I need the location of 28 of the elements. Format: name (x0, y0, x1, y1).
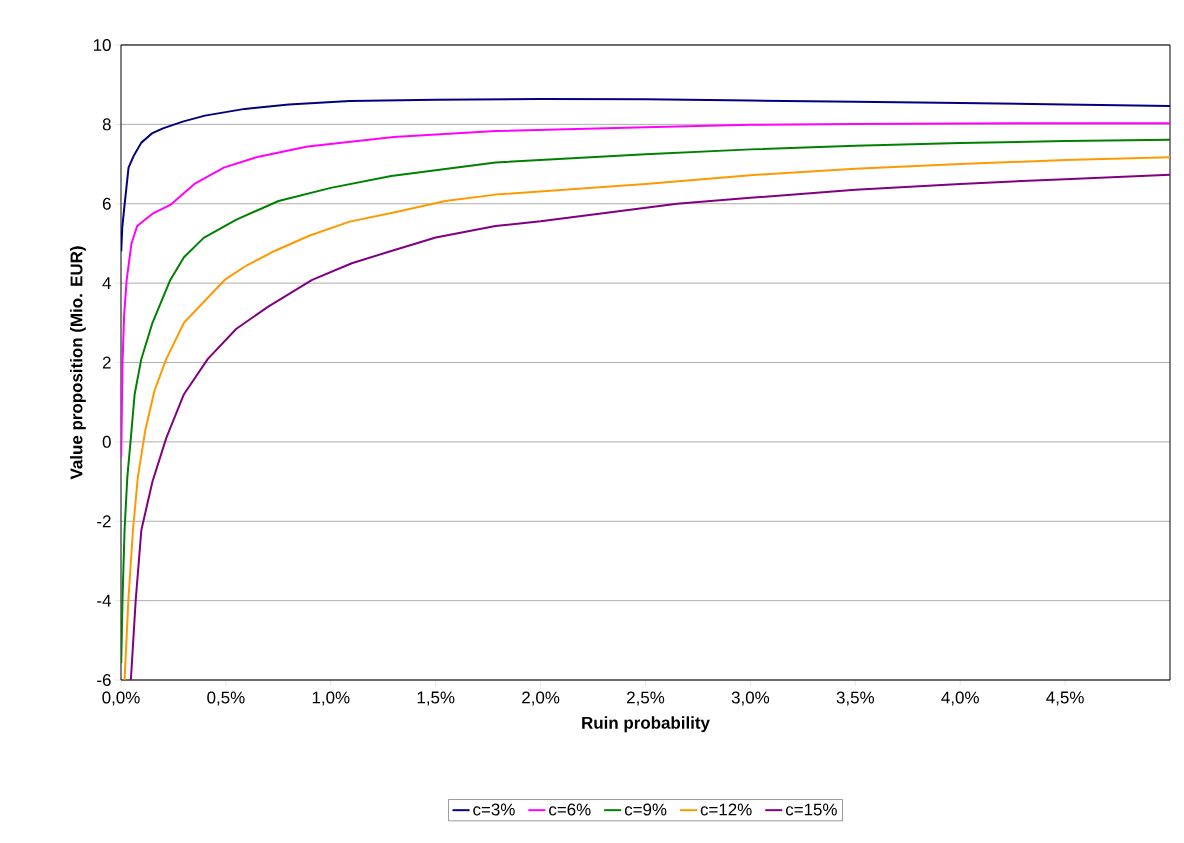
legend-label: c=6% (549, 803, 591, 816)
x-tick-label: 0,5% (207, 691, 245, 706)
y-tick-label: 10 (93, 38, 111, 51)
y-tick-label: 4 (102, 277, 111, 289)
y-tick-label: -2 (97, 515, 111, 528)
y-tick-label: -6 (97, 674, 111, 686)
x-tick-label: 3,0% (731, 691, 770, 706)
line-series (121, 122, 1171, 458)
y-tick-label: 0 (102, 435, 111, 448)
x-axis-title: Ruin probability (582, 716, 710, 733)
y-tick-label: 2 (102, 356, 111, 369)
y-tick-label: 8 (102, 118, 111, 131)
x-tick-label: 0,0% (102, 691, 140, 706)
x-tick-label: 1,0% (312, 691, 350, 706)
x-tick-label: 4,0% (941, 691, 979, 706)
y-tick-label: 6 (102, 197, 111, 210)
legend-label: c=9% (624, 803, 667, 816)
y-tick-label: -4 (97, 594, 111, 607)
x-tick-label: 2,5% (627, 691, 665, 706)
x-tick-label: 2,0% (522, 691, 560, 706)
line-series (121, 97, 1171, 253)
legend-label: c=15% (785, 803, 837, 816)
x-tick-label: 3,5% (836, 691, 874, 706)
legend-label: c=12% (700, 803, 752, 816)
y-axis-title: Value proposition (Mio. EUR) (70, 246, 86, 480)
x-tick-label: 1,5% (417, 691, 455, 706)
x-tick-label: 4,5% (1046, 691, 1084, 706)
legend-label: c=3% (473, 803, 515, 816)
